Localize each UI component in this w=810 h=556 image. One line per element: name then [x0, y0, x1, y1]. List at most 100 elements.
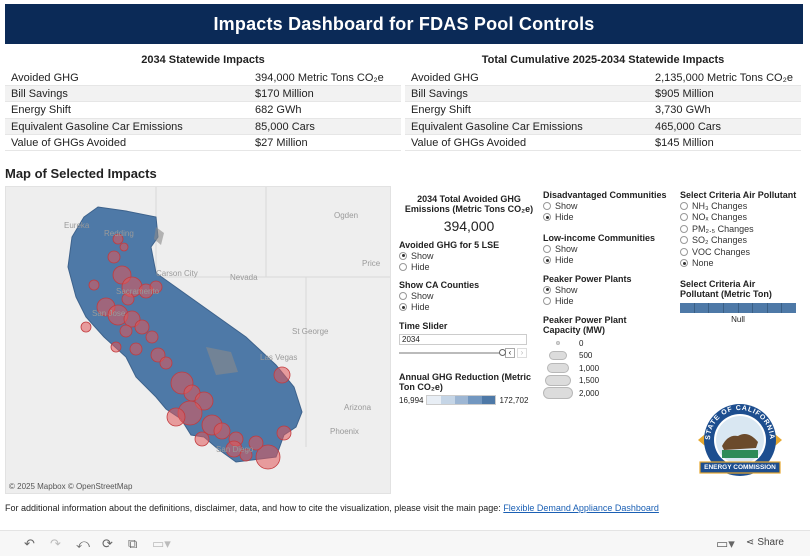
row-value: 3,730 GWh [655, 104, 711, 117]
impact-circle[interactable] [248, 435, 264, 451]
controls-column-2: Disadvantaged Communities Show Hide Low-i… [543, 190, 675, 400]
radio-button[interactable] [680, 236, 688, 245]
impact-circle[interactable] [88, 279, 100, 291]
city-label: Ogden [334, 211, 359, 220]
table-row: Value of GHGs Avoided $27 Million [5, 135, 401, 151]
pollutant-title: Select Criteria Air Pollutant [680, 190, 797, 200]
impact-circle[interactable] [121, 292, 135, 306]
radio-button[interactable] [680, 224, 688, 233]
option-label: NOₓ Changes [692, 212, 747, 223]
impact-circle[interactable] [239, 448, 253, 462]
city-label: Eureka [64, 221, 90, 230]
radio-button[interactable] [680, 201, 688, 210]
controls-column-3: Select Criteria Air Pollutant NH₃ Change… [680, 190, 804, 324]
city-label: Phoenix [330, 427, 359, 436]
impact-circle[interactable] [80, 321, 92, 333]
radio-button[interactable] [680, 247, 688, 256]
dashboard-link[interactable]: Flexible Demand Appliance Dashboard [503, 503, 659, 513]
capacity-legend-item: 1,500 [543, 375, 675, 388]
radio-button[interactable] [543, 244, 551, 253]
capacity-label: 2,000 [579, 388, 600, 398]
impact-circle[interactable] [107, 250, 121, 264]
row-value: 2,135,000 Metric Tons CO₂e [655, 72, 793, 84]
impact-circle[interactable] [166, 407, 186, 427]
impact-circle[interactable] [119, 242, 129, 252]
pollutant-scale-bar [680, 303, 796, 313]
radio-button[interactable] [543, 297, 551, 306]
radio-button[interactable] [399, 263, 407, 272]
custom-view-icon[interactable]: ▭▾ [152, 536, 171, 551]
radio-button[interactable] [543, 285, 551, 294]
slider-next-button[interactable]: › [517, 348, 527, 358]
radio-button[interactable] [399, 303, 407, 312]
radio-button[interactable] [399, 251, 407, 260]
pollutant-option[interactable]: VOC Changes [680, 246, 804, 258]
table-row: Avoided GHG 2,135,000 Metric Tons CO₂e [405, 70, 801, 87]
impact-circle[interactable] [134, 319, 150, 335]
impact-circle[interactable] [194, 431, 210, 447]
impact-circle[interactable] [255, 444, 281, 470]
city-label: Sacramento [116, 287, 160, 296]
city-label: Redding [104, 229, 134, 238]
impact-circle[interactable] [112, 233, 124, 245]
impact-circle[interactable] [273, 366, 291, 384]
impact-circles[interactable] [80, 233, 292, 470]
impact-circle[interactable] [110, 341, 122, 353]
impact-circle[interactable] [213, 422, 231, 440]
map-title: Map of Selected Impacts [5, 166, 157, 181]
time-slider-value[interactable]: 2034 [399, 334, 527, 345]
impact-circle[interactable] [119, 324, 133, 338]
refresh-icon[interactable]: ⟳ [102, 536, 113, 551]
time-slider-track[interactable] [399, 349, 506, 356]
revert-icon[interactable]: ⤺ [76, 536, 90, 551]
redo-icon[interactable]: ↷ [50, 536, 61, 551]
pollutant-option[interactable]: NH₃ Changes [680, 200, 804, 212]
download-icon[interactable]: ▭▾ [716, 536, 735, 551]
capacity-title: Peaker Power Plant Capacity (MW) [543, 315, 627, 335]
option-label: Show [555, 200, 578, 211]
pollutant-radio-group: NH₃ Changes NOₓ Changes PM₂.₅ Changes SO₂ C… [680, 200, 804, 269]
row-label: Value of GHGs Avoided [411, 136, 527, 149]
impact-circle[interactable] [159, 356, 173, 370]
time-slider-handle[interactable] [499, 349, 506, 356]
radio-button[interactable] [543, 256, 551, 265]
radio-button[interactable] [680, 213, 688, 222]
pollutant-option[interactable]: NOₓ Changes [680, 212, 804, 224]
lse-option[interactable]: Show [399, 250, 539, 262]
row-label: Avoided GHG [411, 72, 479, 84]
impact-circle[interactable] [225, 440, 243, 458]
share-button[interactable]: ⋖ Share [746, 537, 784, 548]
impact-circle[interactable] [129, 342, 143, 356]
dac-option[interactable]: Show [543, 200, 675, 212]
pollutant-option[interactable]: SO₂ Changes [680, 235, 804, 247]
pause-icon[interactable]: ⧉ [128, 536, 138, 551]
low-income-option[interactable]: Hide [543, 255, 675, 267]
undo-icon[interactable]: ↶ [24, 536, 35, 551]
peaker-option[interactable]: Hide [543, 296, 675, 308]
impact-circle[interactable] [276, 425, 292, 441]
pollutant-scale-title: Select Criteria Air Pollutant (Metric To… [680, 279, 772, 299]
radio-button[interactable] [680, 259, 688, 268]
radio-button[interactable] [399, 291, 407, 300]
impact-circle[interactable] [149, 280, 163, 294]
impact-map[interactable]: Eureka Redding Ogden Carson City Nevada … [5, 186, 391, 494]
low-income-option[interactable]: Show [543, 243, 675, 255]
lse-title: Avoided GHG for 5 LSE [399, 240, 500, 250]
low-income-title: Low-income Communities [543, 233, 656, 243]
lse-option[interactable]: Hide [399, 262, 539, 274]
map-canvas [67, 187, 390, 470]
impact-circle[interactable] [145, 330, 159, 344]
row-label: Value of GHGs Avoided [11, 136, 127, 149]
pollutant-option[interactable]: None [680, 258, 804, 270]
pollutant-option[interactable]: PM₂.₅ Changes [680, 223, 804, 235]
capacity-legend-item: 2,000 [543, 387, 675, 400]
option-label: Hide [555, 212, 574, 223]
counties-option[interactable]: Show [399, 290, 539, 302]
slider-prev-button[interactable]: ‹ [505, 348, 515, 358]
dac-option[interactable]: Hide [543, 212, 675, 224]
peaker-option[interactable]: Show [543, 284, 675, 296]
radio-button[interactable] [543, 213, 551, 222]
map-credit: © 2025 Mapbox © OpenStreetMap [9, 482, 133, 491]
radio-button[interactable] [543, 201, 551, 210]
counties-option[interactable]: Hide [399, 302, 539, 314]
